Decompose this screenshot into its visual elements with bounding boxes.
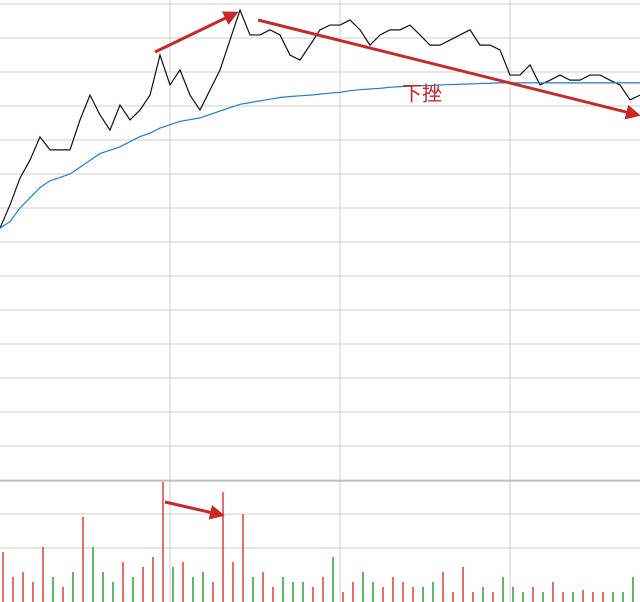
arrow [154,11,239,54]
lines [0,8,640,229]
arrow [164,500,225,520]
volume-bars [2,482,634,602]
series-line [0,82,640,229]
arrow [257,18,640,120]
series-line [0,8,640,229]
annotation: 下挫 [402,82,442,106]
